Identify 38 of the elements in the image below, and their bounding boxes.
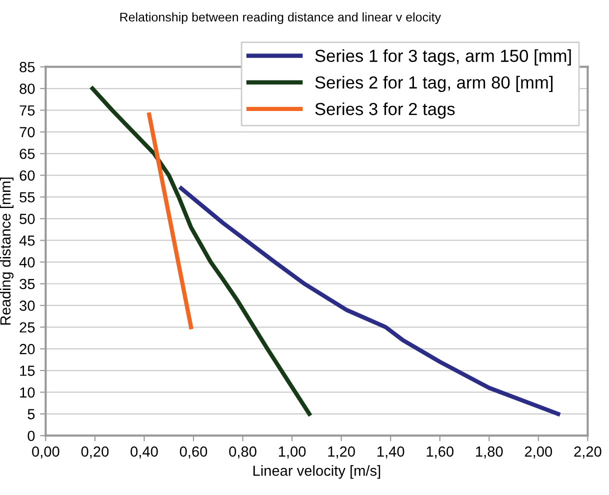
- x-tick-label: 0,80: [229, 446, 256, 458]
- x-tick-label: 1,80: [476, 446, 503, 458]
- y-tick-label: 25: [20, 322, 35, 333]
- x-tick-label: 0,60: [180, 446, 208, 458]
- y-tick-label: 20: [20, 344, 35, 354]
- y-axis-title: Reading distance [mm]: [0, 178, 14, 325]
- x-tick-label: 1,40: [378, 446, 404, 458]
- y-tick-label: 15: [20, 366, 35, 376]
- x-tick-label: 2,00: [524, 446, 552, 458]
- y-tick-label: 50: [20, 214, 35, 224]
- y-tick-label: 70: [20, 127, 35, 138]
- y-tick-label: 10: [20, 387, 35, 398]
- y-tick-label: 60: [20, 170, 35, 181]
- y-tick-label: 0: [28, 430, 35, 442]
- y-tick-label: 30: [20, 300, 35, 311]
- x-tick-label: 0,00: [32, 446, 60, 458]
- x-tick-label: 0,40: [130, 446, 158, 458]
- y-tick-label: 45: [19, 236, 35, 246]
- y-tick-label: 75: [20, 105, 35, 116]
- x-tick-label: 2,20: [574, 446, 602, 458]
- y-tick-label: 40: [19, 257, 35, 268]
- x-tick-label: 0,20: [81, 446, 109, 458]
- chart-title: Relationship between reading distance and linear v elocity: [120, 12, 441, 24]
- legend-label: Series 3 for 2 tags: [315, 102, 455, 119]
- line-series: [90, 86, 312, 416]
- y-tick-label: 80: [20, 84, 35, 94]
- y-tick-label: 5: [28, 409, 35, 420]
- line-series: [179, 186, 560, 416]
- x-axis-title: Linear velocity [m/s]: [253, 465, 380, 479]
- y-tick-label: 85: [20, 62, 35, 72]
- y-tick-label: 65: [20, 148, 35, 160]
- y-tick-label: 55: [20, 192, 35, 202]
- x-tick-label: 1,00: [278, 446, 306, 458]
- legend-label: Series 1 for 3 tags, arm 150 [mm]: [315, 49, 571, 66]
- legend-label: Series 2 for 1 tag, arm 80 [mm]: [315, 76, 553, 92]
- x-tick-label: 1,20: [328, 446, 355, 458]
- y-tick-label: 35: [20, 278, 35, 290]
- x-tick-label: 1,60: [426, 446, 454, 458]
